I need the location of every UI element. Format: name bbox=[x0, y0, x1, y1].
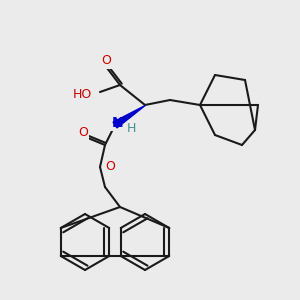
Text: H: H bbox=[126, 122, 136, 134]
Polygon shape bbox=[113, 105, 145, 128]
Text: O: O bbox=[101, 55, 111, 68]
Text: O: O bbox=[78, 127, 88, 140]
Text: N: N bbox=[112, 116, 124, 130]
Text: HO: HO bbox=[73, 88, 92, 100]
Text: O: O bbox=[105, 160, 115, 173]
